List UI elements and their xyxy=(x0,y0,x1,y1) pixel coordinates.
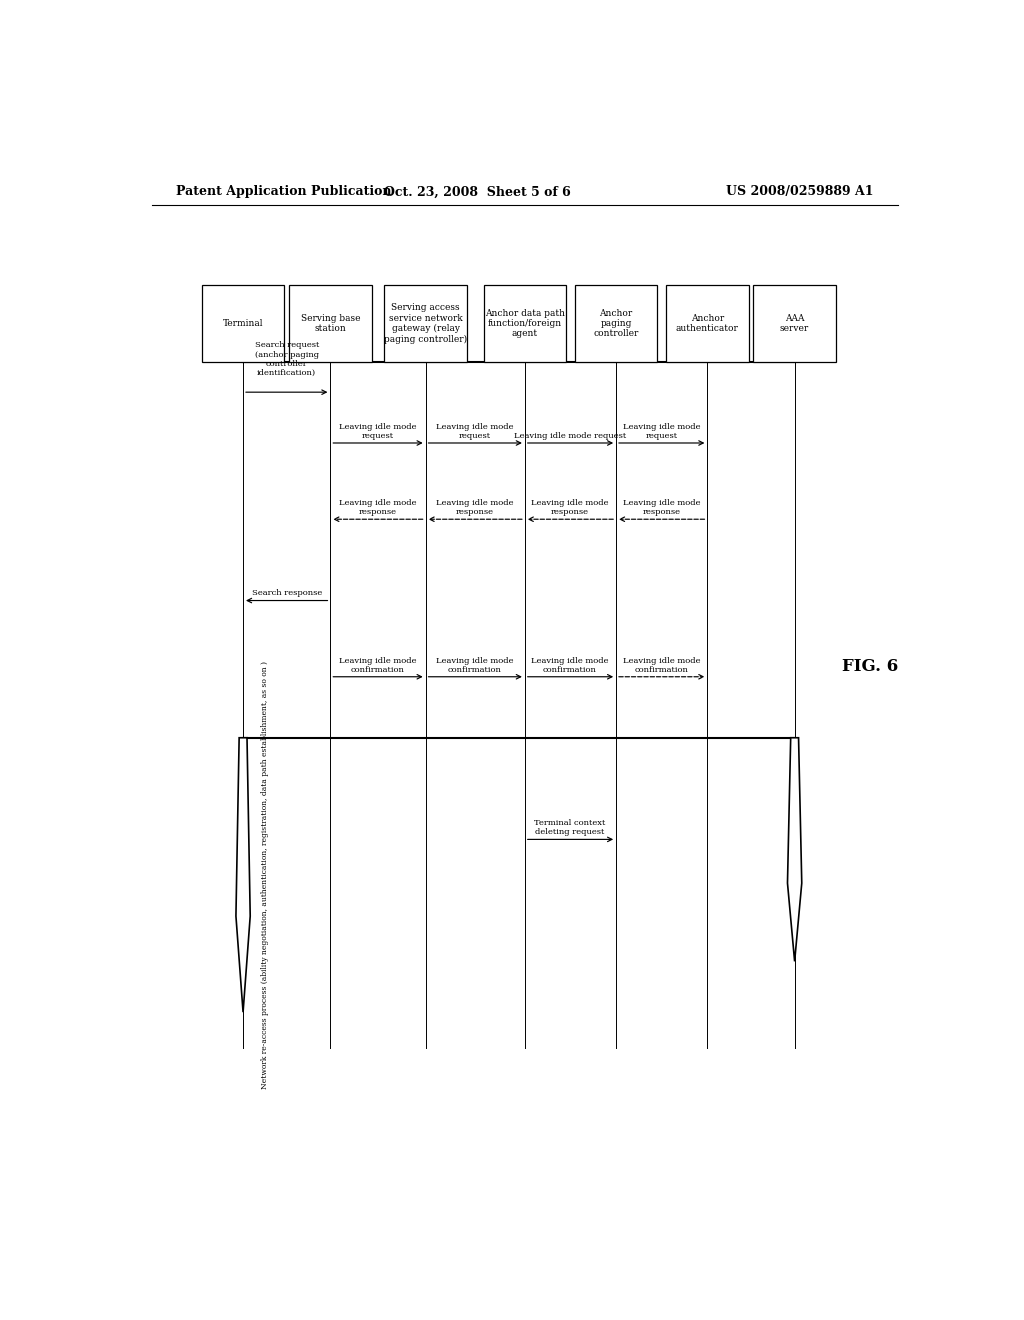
Text: Leaving idle mode
request: Leaving idle mode request xyxy=(436,422,514,440)
Text: Terminal context
deleting request: Terminal context deleting request xyxy=(535,820,606,837)
Text: Leaving idle mode request: Leaving idle mode request xyxy=(514,432,626,440)
Text: Leaving idle mode
request: Leaving idle mode request xyxy=(339,422,417,440)
Text: Leaving idle mode
response: Leaving idle mode response xyxy=(436,499,514,516)
Bar xyxy=(754,285,836,362)
Text: Oct. 23, 2008  Sheet 5 of 6: Oct. 23, 2008 Sheet 5 of 6 xyxy=(384,185,570,198)
Bar xyxy=(483,285,566,362)
Text: Network re-access process (ability negotiation, authentication, registration, da: Network re-access process (ability negot… xyxy=(260,661,268,1089)
Text: Serving access
service network
gateway (relay
paging controller): Serving access service network gateway (… xyxy=(384,304,467,343)
Text: Anchor
paging
controller: Anchor paging controller xyxy=(593,309,639,338)
Bar xyxy=(666,285,749,362)
Text: Leaving idle mode
response: Leaving idle mode response xyxy=(623,499,700,516)
Text: Leaving idle mode
request: Leaving idle mode request xyxy=(623,422,700,440)
Text: Anchor data path
function/foreign
agent: Anchor data path function/foreign agent xyxy=(484,309,565,338)
Text: Terminal: Terminal xyxy=(223,319,263,329)
Text: FIG. 6: FIG. 6 xyxy=(842,659,898,675)
Text: Leaving idle mode
confirmation: Leaving idle mode confirmation xyxy=(339,656,417,673)
Text: AAA
server: AAA server xyxy=(780,314,809,333)
Text: Leaving idle mode
response: Leaving idle mode response xyxy=(339,499,417,516)
Text: Leaving idle mode
confirmation: Leaving idle mode confirmation xyxy=(623,656,700,673)
Text: Anchor
authenticator: Anchor authenticator xyxy=(676,314,738,333)
Text: US 2008/0259889 A1: US 2008/0259889 A1 xyxy=(726,185,873,198)
Text: Search response: Search response xyxy=(252,590,322,598)
Polygon shape xyxy=(787,738,802,961)
Polygon shape xyxy=(236,738,250,1012)
Text: Patent Application Publication: Patent Application Publication xyxy=(176,185,391,198)
Bar xyxy=(574,285,657,362)
Text: Serving base
station: Serving base station xyxy=(301,314,360,333)
Text: Leaving idle mode
confirmation: Leaving idle mode confirmation xyxy=(531,656,609,673)
Text: Leaving idle mode
confirmation: Leaving idle mode confirmation xyxy=(436,656,514,673)
Text: Leaving idle mode
response: Leaving idle mode response xyxy=(531,499,609,516)
Bar xyxy=(384,285,467,362)
Bar xyxy=(202,285,285,362)
Bar xyxy=(289,285,372,362)
Text: Search request
(anchor paging
controller
identification): Search request (anchor paging controller… xyxy=(255,342,318,378)
